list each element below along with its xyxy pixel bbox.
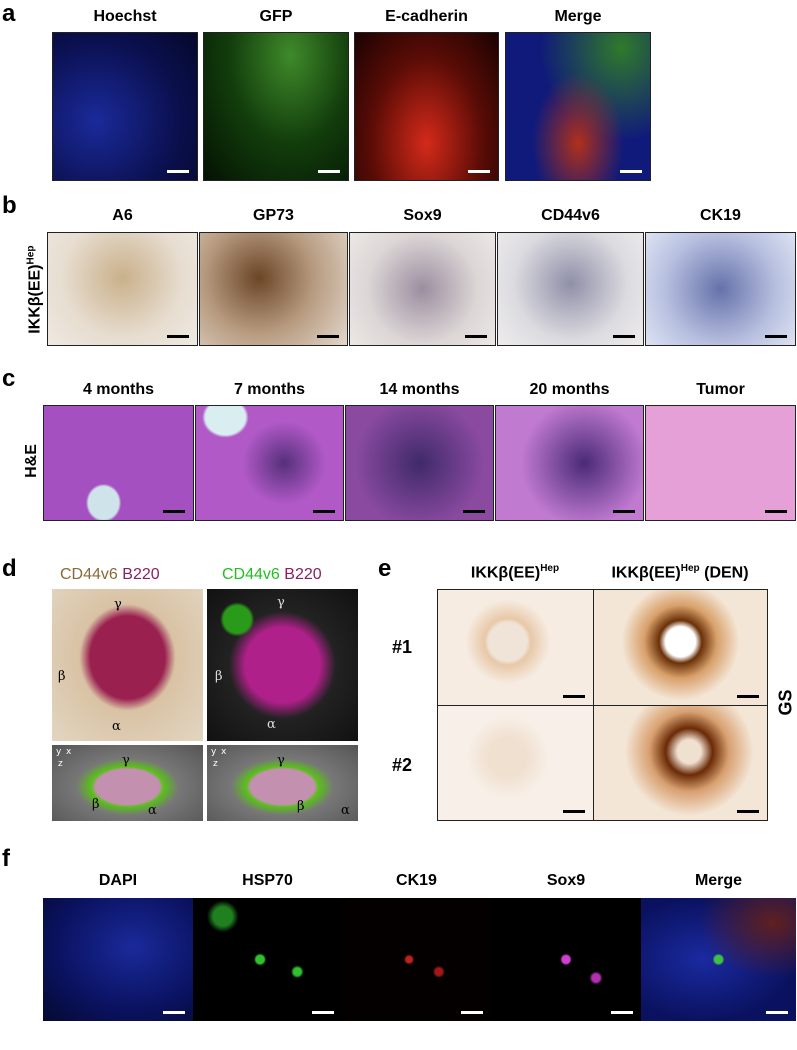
axis-label: y [56, 747, 62, 757]
region-label: β [215, 669, 223, 684]
panel-letter: e [378, 555, 392, 582]
stain-name: CD44v6 [60, 566, 118, 583]
axis-label: x [66, 747, 72, 757]
column-label: 20 months [529, 381, 610, 398]
column-label: Sox9 [403, 207, 442, 224]
label-sup: Hep [540, 563, 560, 574]
column-label: Merge [694, 872, 743, 889]
region-label: α [112, 719, 121, 734]
column-label: CD44v6 [541, 207, 600, 224]
panel-letter: c [2, 365, 16, 392]
region-label: β [92, 797, 100, 812]
column-label: A6 [112, 207, 133, 224]
column-label: GFP [259, 8, 293, 25]
micrograph [593, 705, 768, 821]
micrograph: y x z γ β α [52, 745, 203, 821]
region-label: γ [277, 595, 285, 610]
micrograph [593, 589, 768, 706]
row-label-main: IKKβ(EE) [26, 264, 44, 334]
micrograph: γ β α [207, 589, 358, 741]
axis-label: z [213, 759, 218, 769]
micrograph [497, 232, 644, 346]
column-label: DAPI [98, 872, 138, 889]
region-label: α [267, 717, 276, 732]
row-label: #1 [392, 637, 413, 657]
region-label: α [148, 803, 157, 818]
micrograph [349, 232, 496, 346]
column-label: 7 months [233, 381, 306, 398]
column-label: HSP70 [242, 872, 293, 889]
micrograph [203, 32, 349, 181]
column-label: Sox9 [546, 872, 586, 889]
micrograph [193, 898, 342, 1021]
side-label: GS [775, 689, 796, 716]
region-label: γ [277, 753, 285, 768]
column-label: GP73 [253, 207, 294, 224]
micrograph [645, 405, 796, 521]
panel-letter: f [2, 845, 10, 872]
row-label-sup: Hep [25, 245, 37, 265]
micrograph [641, 898, 796, 1021]
column-label: CK19 [396, 872, 437, 889]
region-label: γ [122, 753, 130, 768]
label-main: IKKβ(EE) [611, 564, 681, 582]
micrograph [505, 32, 651, 181]
micrograph [345, 405, 494, 521]
column-label: 14 months [379, 381, 460, 398]
label-main: IKKβ(EE) [470, 564, 541, 582]
axis-label: x [221, 747, 227, 757]
column-label: 4 months [82, 381, 155, 398]
stain-header: CD44v6 B220 [60, 566, 160, 584]
micrograph [199, 232, 348, 346]
column-label: E-cadherin [385, 8, 468, 25]
label-sup: Hep [680, 563, 700, 574]
micrograph [43, 405, 194, 521]
axis-label: z [58, 759, 63, 769]
micrograph [491, 898, 641, 1021]
column-label: Merge [554, 8, 602, 25]
region-label: α [341, 803, 350, 818]
stain-name: B220 [284, 566, 322, 583]
region-label: β [58, 669, 66, 684]
micrograph [47, 232, 198, 346]
micrograph [43, 898, 193, 1021]
micrograph [52, 32, 198, 181]
micrograph [645, 232, 796, 346]
label-suffix: (DEN) [699, 564, 749, 582]
axis-label: y [211, 747, 217, 757]
micrograph [437, 589, 594, 706]
panel-letter: a [2, 0, 16, 27]
micrograph [195, 405, 344, 521]
column-label: Hoechst [93, 8, 157, 25]
column-label: IKKβ(EE)Hep (DEN) [593, 563, 767, 582]
micrograph: γ β α [52, 589, 203, 741]
region-label: β [297, 799, 305, 814]
row-label: H&E [23, 444, 40, 478]
column-label: IKKβ(EE)Hep [437, 563, 593, 582]
micrograph [495, 405, 644, 521]
region-label: γ [114, 597, 122, 612]
panel-letter: b [2, 192, 17, 219]
column-label: Tumor [696, 381, 745, 398]
micrograph: y x z γ β α [207, 745, 358, 821]
stain-name: B220 [122, 566, 160, 583]
panel-letter: d [2, 555, 17, 582]
row-label: #2 [392, 755, 413, 775]
stain-name: CD44v6 [222, 566, 280, 583]
micrograph [354, 32, 499, 181]
stain-header: CD44v6 B220 [222, 566, 322, 584]
micrograph [437, 705, 594, 821]
row-label: IKKβ(EE)Hep [25, 225, 44, 355]
micrograph [342, 898, 491, 1021]
column-label: CK19 [700, 207, 741, 224]
